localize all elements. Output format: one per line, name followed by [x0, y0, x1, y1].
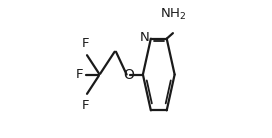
- Text: F: F: [82, 99, 89, 112]
- Text: F: F: [82, 37, 89, 50]
- Text: N: N: [140, 31, 149, 44]
- Text: O: O: [123, 67, 134, 82]
- Text: F: F: [75, 68, 83, 81]
- Text: NH$_2$: NH$_2$: [160, 7, 187, 22]
